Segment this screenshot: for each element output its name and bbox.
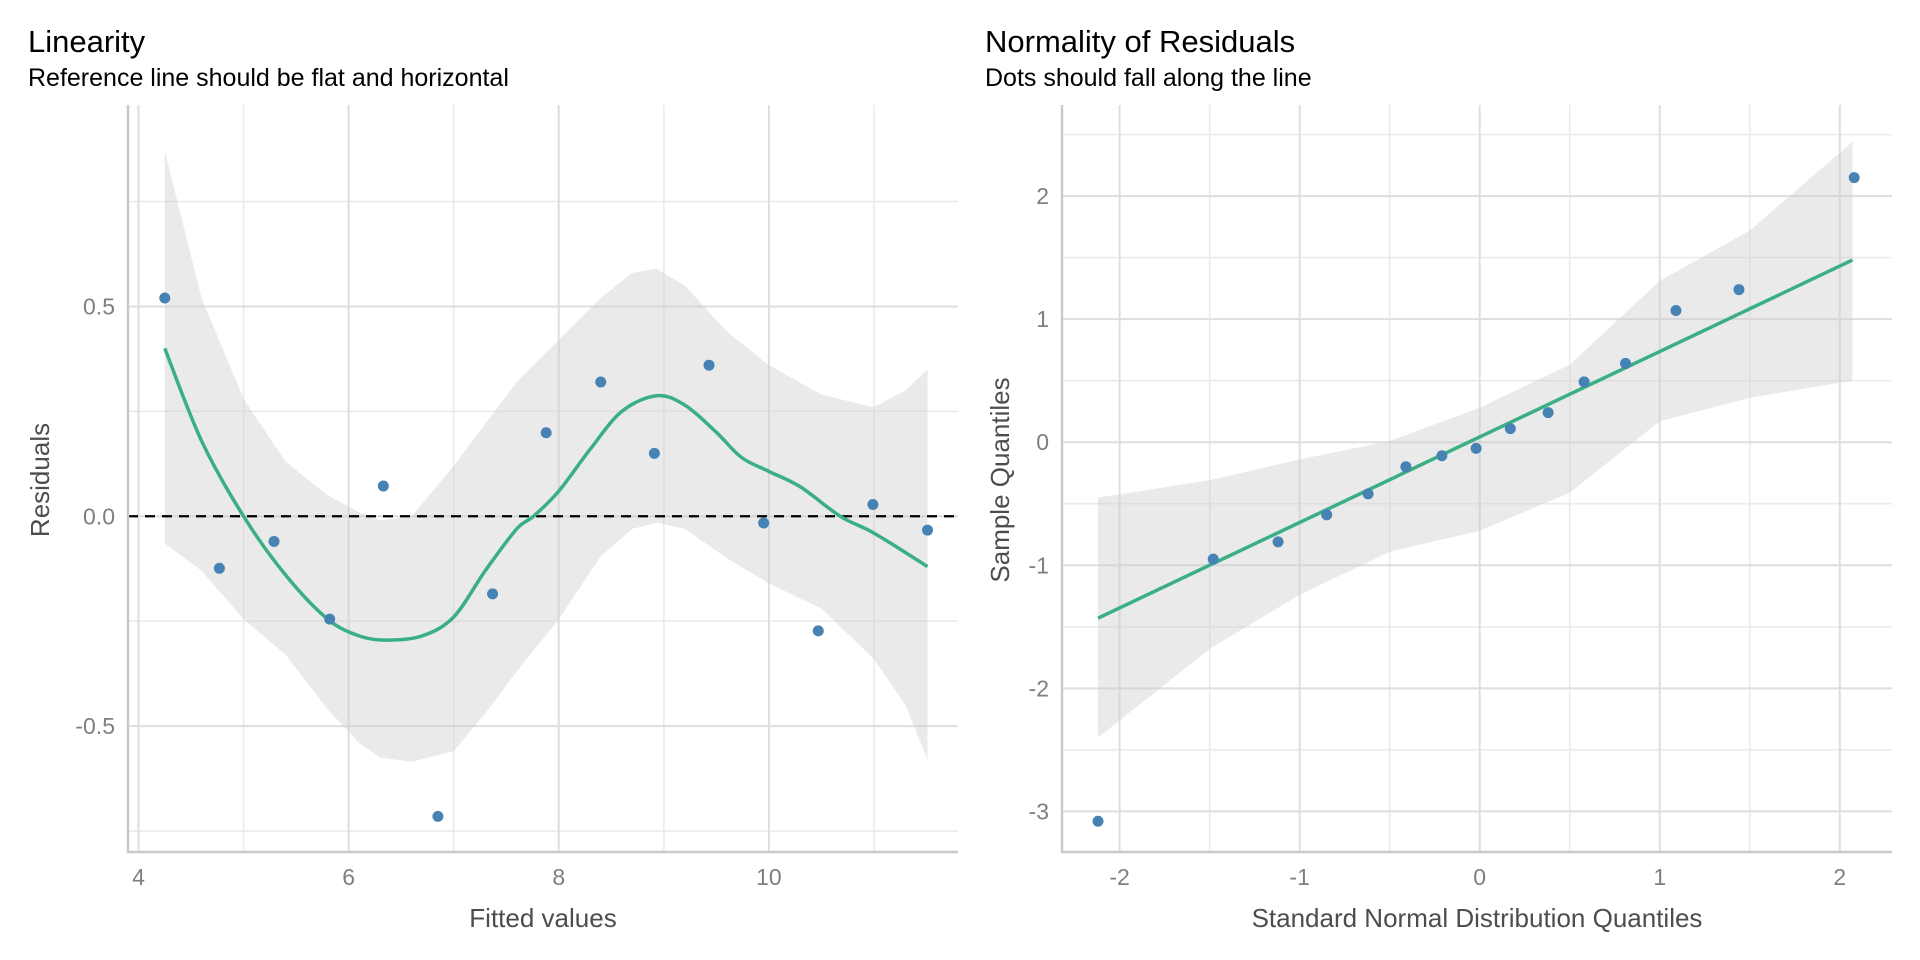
data-point <box>648 447 660 459</box>
data-point <box>1470 442 1482 454</box>
normality-y-axis-title: Sample Quantiles <box>985 377 1015 582</box>
x-tick-label: 8 <box>552 864 565 890</box>
data-point <box>1092 815 1104 827</box>
data-point <box>1542 407 1554 419</box>
y-tick-label: -2 <box>1029 675 1049 701</box>
data-point <box>1504 423 1516 435</box>
x-tick-label: -2 <box>1109 864 1129 890</box>
data-point <box>213 562 225 574</box>
linearity-panel: Linearity Reference line should be flat … <box>25 24 958 933</box>
data-point <box>703 359 715 371</box>
data-point <box>1670 305 1682 317</box>
data-point <box>1362 488 1374 500</box>
normality-axes <box>1060 105 1892 854</box>
linearity-smooth-line <box>163 347 929 642</box>
y-tick-label: 1 <box>1036 306 1049 332</box>
linearity-ci-band <box>164 151 928 762</box>
normality-tick-labels: -2 -1 0 1 2 -3 -2 -1 0 1 2 <box>1029 183 1847 890</box>
normality-panel: Normality of Residuals Dots should fall … <box>985 24 1892 933</box>
data-point <box>377 480 389 492</box>
data-point <box>812 625 824 637</box>
normality-points <box>1092 172 1860 827</box>
linearity-title: Linearity <box>28 24 146 59</box>
linearity-points <box>159 292 934 822</box>
data-point <box>1848 172 1860 184</box>
x-tick-label: 0 <box>1473 864 1486 890</box>
normality-title: Normality of Residuals <box>985 24 1295 59</box>
data-point <box>1733 284 1745 296</box>
data-point <box>922 524 934 536</box>
data-point <box>867 499 879 511</box>
confidence-band <box>164 151 928 762</box>
data-point <box>758 517 770 529</box>
x-tick-label: 6 <box>342 864 355 890</box>
qq-fit-line <box>1097 258 1854 620</box>
data-point <box>540 427 552 439</box>
data-point <box>159 292 171 304</box>
data-point <box>595 376 607 388</box>
data-point <box>1272 536 1284 548</box>
y-tick-label: 0 <box>1036 429 1049 455</box>
y-tick-label: -1 <box>1029 552 1049 578</box>
loess-smooth-line <box>163 347 929 642</box>
x-tick-label: 10 <box>756 864 782 890</box>
y-tick-label: -3 <box>1029 798 1049 824</box>
normality-subtitle: Dots should fall along the line <box>985 64 1312 92</box>
data-point <box>324 613 336 625</box>
data-point <box>1400 461 1412 473</box>
data-point <box>1436 450 1448 462</box>
x-tick-label: -1 <box>1289 864 1309 890</box>
y-tick-label: 0.5 <box>83 293 115 319</box>
data-point <box>1578 376 1590 388</box>
normality-x-axis-title: Standard Normal Distribution Quantiles <box>1252 903 1703 933</box>
x-tick-label: 2 <box>1833 864 1846 890</box>
normality-fit-line <box>1097 258 1854 620</box>
y-tick-label: 2 <box>1036 183 1049 209</box>
linearity-axes <box>126 105 958 854</box>
data-point <box>1207 553 1219 565</box>
y-tick-label: 0.0 <box>83 503 115 529</box>
normality-grid <box>1062 105 1892 852</box>
data-point <box>432 810 444 822</box>
data-point <box>268 535 280 547</box>
linearity-y-axis-title: Residuals <box>25 423 55 537</box>
data-point <box>1321 509 1333 521</box>
linearity-subtitle: Reference line should be flat and horizo… <box>28 64 509 92</box>
x-tick-label: 4 <box>132 864 145 890</box>
linearity-x-axis-title: Fitted values <box>469 903 616 933</box>
linearity-tick-labels: 4 6 8 10 -0.5 0.0 0.5 <box>75 293 781 890</box>
data-point <box>1620 357 1632 369</box>
y-tick-label: -0.5 <box>75 713 115 739</box>
data-point <box>487 588 499 600</box>
x-tick-label: 1 <box>1653 864 1666 890</box>
